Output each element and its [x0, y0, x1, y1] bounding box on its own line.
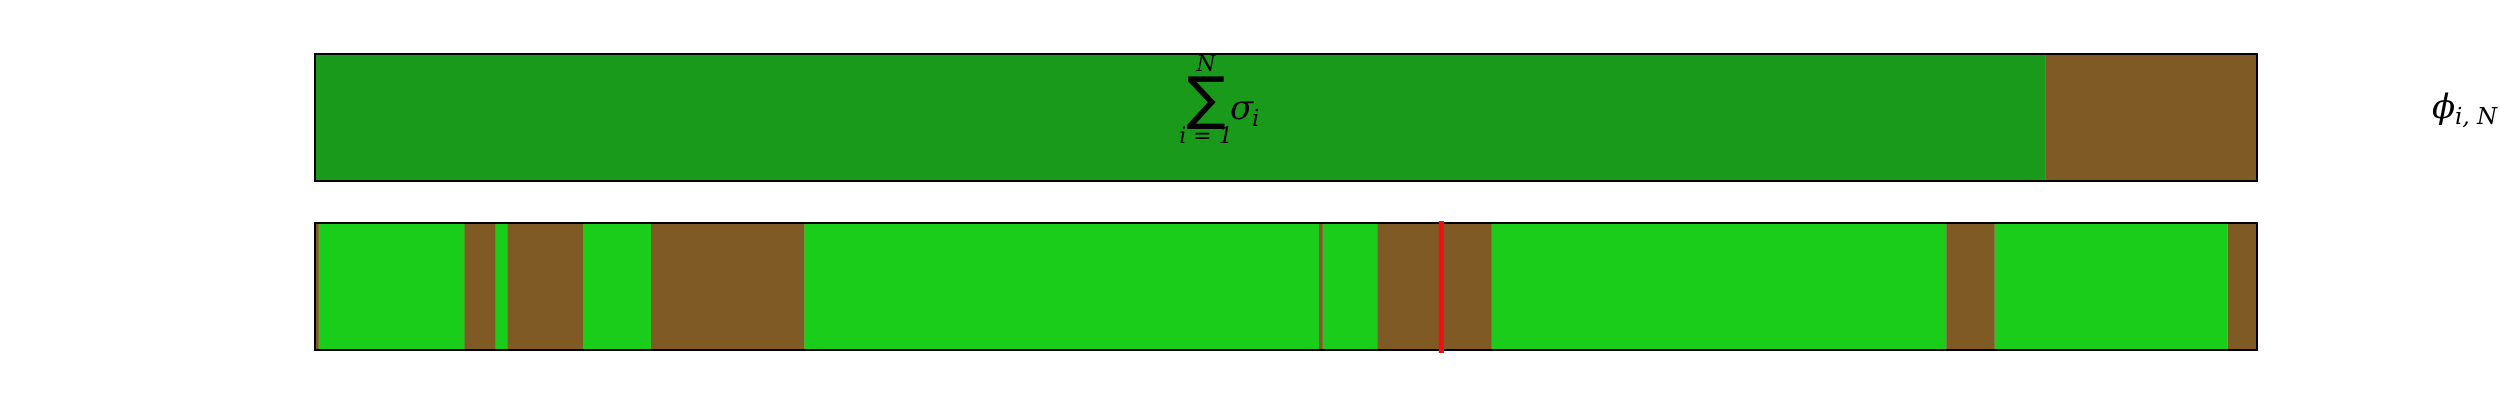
- top-bar-frame: [314, 53, 2258, 182]
- bottom-bar-segment-1: [318, 223, 465, 350]
- bottom-bar-segment-13: [1994, 223, 2228, 350]
- phi-subscript: i, N: [2455, 104, 2498, 130]
- bottom-bar-segment-10: [1377, 223, 1492, 350]
- sigma-symbol: σ: [1230, 88, 1254, 128]
- bottom-bar-segment-6: [650, 223, 805, 350]
- top-bar: [314, 53, 2258, 182]
- bottom-bar-segment-2: [464, 223, 496, 350]
- phi-symbol: ϕ: [2432, 87, 2455, 127]
- sum-sigma-label: N ∑ i = 1 σ i: [1179, 52, 1259, 149]
- summation-sign: ∑: [1186, 64, 1225, 132]
- top-bar-segment-0: [315, 54, 2046, 181]
- bottom-bar-segment-8: [1319, 223, 1323, 350]
- phi-label: ϕ i, N: [2432, 87, 2498, 130]
- top-bar-segment-1: [2045, 54, 2257, 181]
- bottom-bar-segment-0: [315, 223, 319, 350]
- bottom-bar-segment-5: [582, 223, 651, 350]
- bottom-bar-segment-12: [1946, 223, 1995, 350]
- bottom-bar: [314, 221, 2258, 353]
- bottom-bar-frame: [314, 222, 2258, 351]
- sum-lower-limit: i = 1: [1179, 124, 1232, 149]
- sum-upper-limit: N: [1195, 52, 1216, 77]
- bottom-bar-segment-7: [804, 223, 1320, 350]
- sigma-subscript: i: [1252, 106, 1259, 132]
- bottom-bar-segment-9: [1322, 223, 1378, 350]
- bottom-bar-segment-3: [495, 223, 508, 350]
- bottom-bar-segment-4: [507, 223, 583, 350]
- bottom-bar-segment-14: [2227, 223, 2257, 350]
- bottom-bar-segment-11: [1491, 223, 1947, 350]
